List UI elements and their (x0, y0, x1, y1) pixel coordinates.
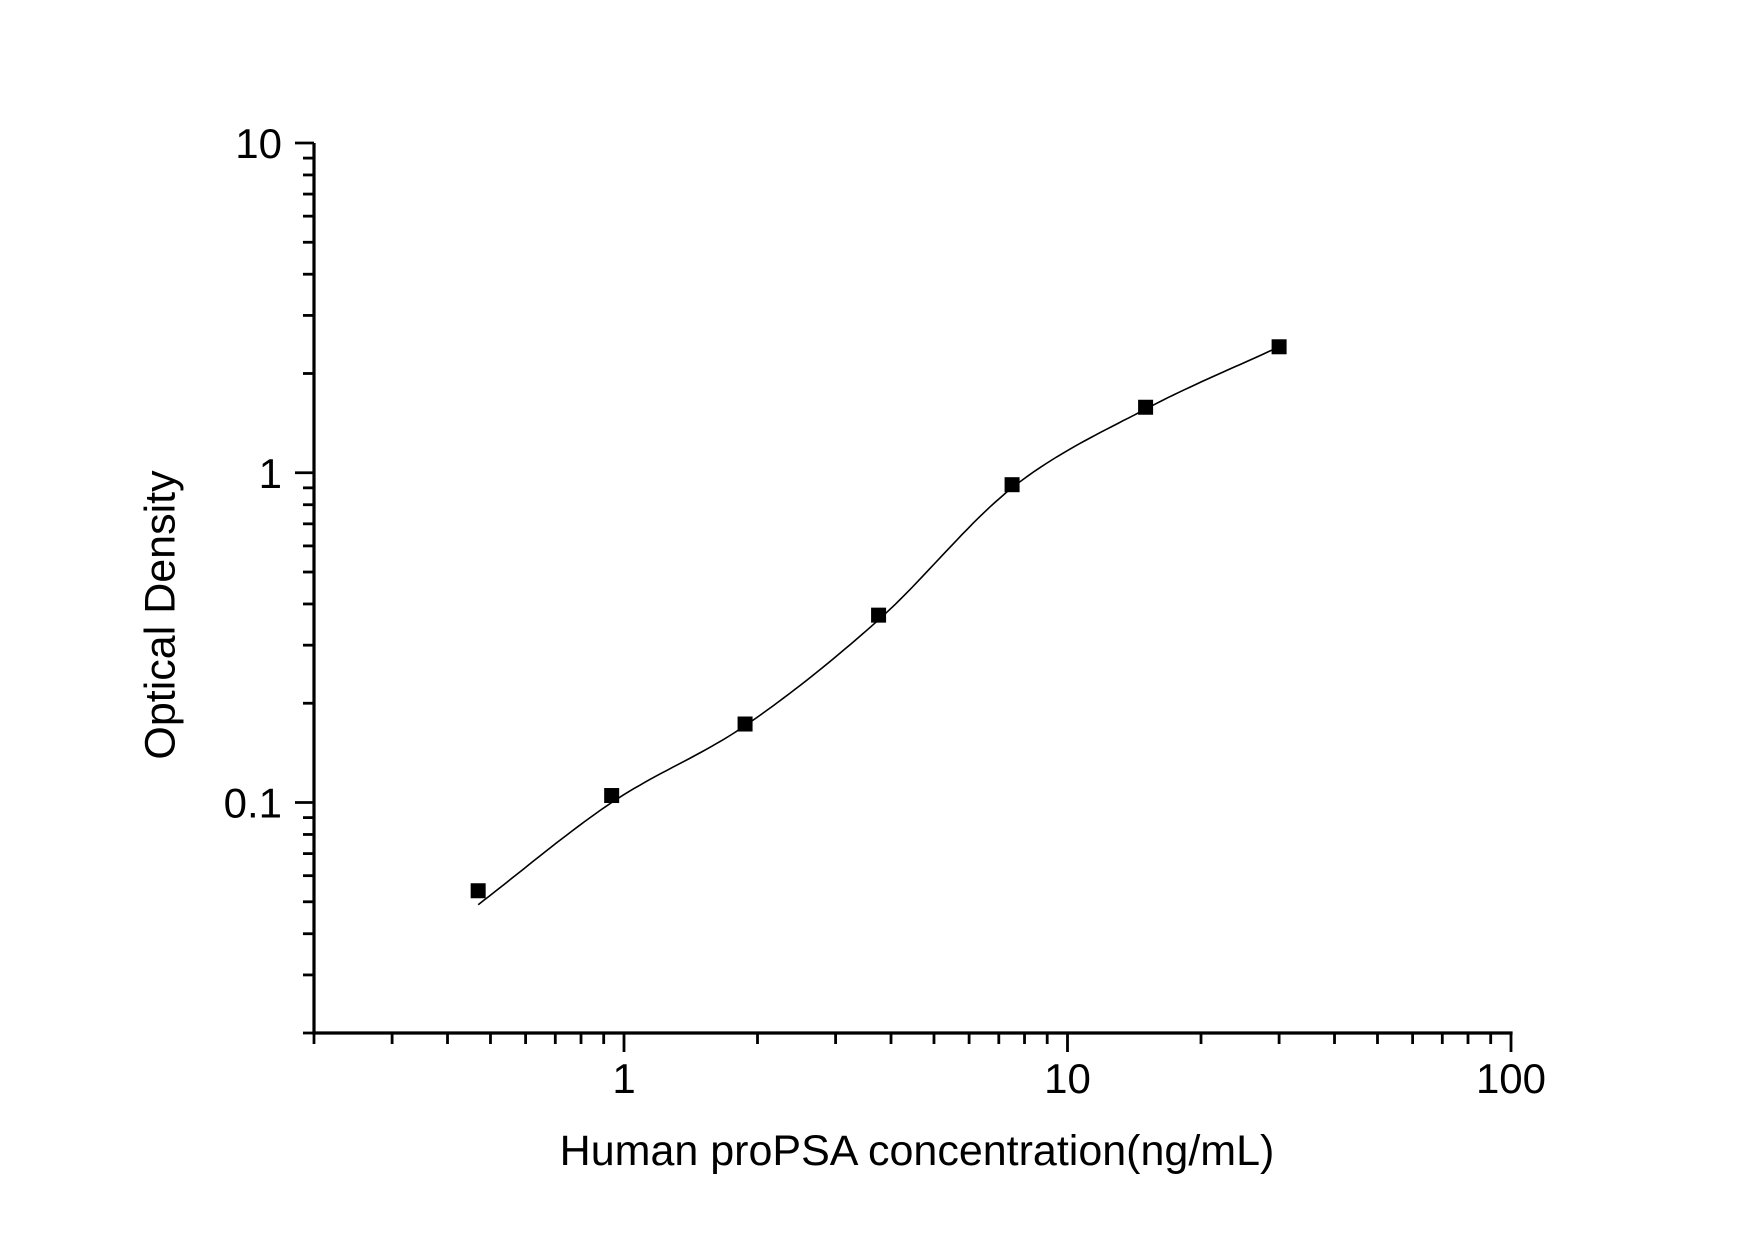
data-point-marker (1271, 339, 1287, 355)
x-tick-label: 100 (1476, 1055, 1546, 1102)
data-point-marker (470, 883, 486, 899)
y-tick-label: 10 (235, 120, 282, 167)
y-axis-ticks (295, 141, 314, 1035)
y-tick-label: 0.1 (224, 780, 282, 827)
x-tick-label: 10 (1044, 1055, 1091, 1102)
y-axis-tick-labels: 0.1 1 10 (224, 120, 282, 827)
x-axis-tick-labels: 1 10 100 (612, 1055, 1546, 1102)
data-point-marker (871, 607, 887, 623)
fit-curve (477, 346, 1280, 906)
data-point-marker (604, 788, 620, 804)
y-tick-label: 1 (259, 450, 282, 497)
data-point-marker (737, 716, 753, 732)
x-axis-ticks (312, 1033, 1513, 1052)
data-points (470, 339, 1287, 899)
y-axis-title: Optical Density (136, 470, 185, 760)
x-tick-label: 1 (612, 1055, 635, 1102)
x-axis-title: Human proPSA concentration(ng/mL) (559, 1127, 1275, 1175)
data-point-marker (1004, 477, 1020, 493)
data-point-marker (1138, 399, 1154, 415)
